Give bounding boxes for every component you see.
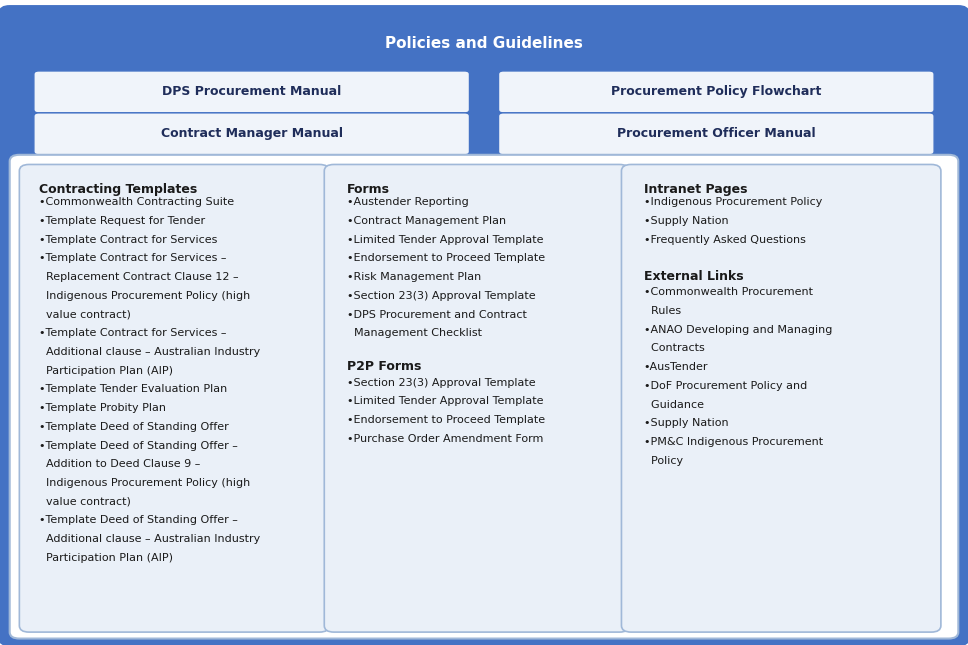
FancyBboxPatch shape xyxy=(19,164,329,632)
Text: •DPS Procurement and Contract: •DPS Procurement and Contract xyxy=(347,310,527,320)
Text: Procurement Policy Flowchart: Procurement Policy Flowchart xyxy=(611,85,822,99)
Text: P2P Forms: P2P Forms xyxy=(347,360,421,373)
Text: •Template Probity Plan: •Template Probity Plan xyxy=(39,403,166,413)
Text: Guidance: Guidance xyxy=(644,400,704,410)
Text: DPS Procurement Manual: DPS Procurement Manual xyxy=(162,85,342,99)
Text: Indigenous Procurement Policy (high: Indigenous Procurement Policy (high xyxy=(39,478,250,488)
Text: Additional clause – Australian Industry: Additional clause – Australian Industry xyxy=(39,534,260,544)
FancyBboxPatch shape xyxy=(15,19,953,71)
Text: Intranet Pages: Intranet Pages xyxy=(644,183,747,196)
Text: External Links: External Links xyxy=(644,270,743,283)
Text: •Template Deed of Standing Offer –: •Template Deed of Standing Offer – xyxy=(39,515,237,526)
Text: •Limited Tender Approval Template: •Limited Tender Approval Template xyxy=(347,235,543,245)
Text: •Endorsement to Proceed Template: •Endorsement to Proceed Template xyxy=(347,415,545,425)
Text: Contracting Templates: Contracting Templates xyxy=(39,183,197,196)
FancyBboxPatch shape xyxy=(34,71,469,113)
Text: •Template Deed of Standing Offer –: •Template Deed of Standing Offer – xyxy=(39,441,237,451)
Text: value contract): value contract) xyxy=(39,310,131,320)
Text: •Commonwealth Procurement: •Commonwealth Procurement xyxy=(644,288,813,297)
Text: •DoF Procurement Policy and: •DoF Procurement Policy and xyxy=(644,381,807,391)
Text: •Template Tender Evaluation Plan: •Template Tender Evaluation Plan xyxy=(39,384,227,395)
FancyBboxPatch shape xyxy=(0,6,968,645)
Text: •Contract Management Plan: •Contract Management Plan xyxy=(347,216,505,226)
Text: •Commonwealth Contracting Suite: •Commonwealth Contracting Suite xyxy=(39,197,234,208)
Text: •Risk Management Plan: •Risk Management Plan xyxy=(347,272,481,283)
Text: •Supply Nation: •Supply Nation xyxy=(644,216,728,226)
FancyBboxPatch shape xyxy=(324,164,629,632)
Text: •Frequently Asked Questions: •Frequently Asked Questions xyxy=(644,235,805,245)
Text: Rules: Rules xyxy=(644,306,681,316)
FancyBboxPatch shape xyxy=(499,113,934,155)
Text: •Indigenous Procurement Policy: •Indigenous Procurement Policy xyxy=(644,197,822,208)
Text: Additional clause – Australian Industry: Additional clause – Australian Industry xyxy=(39,347,260,357)
Text: •Template Contract for Services: •Template Contract for Services xyxy=(39,235,217,245)
Text: •ANAO Developing and Managing: •ANAO Developing and Managing xyxy=(644,325,832,335)
Text: •Template Contract for Services –: •Template Contract for Services – xyxy=(39,253,227,264)
Text: value contract): value contract) xyxy=(39,497,131,507)
Text: Contract Manager Manual: Contract Manager Manual xyxy=(161,127,343,141)
Text: Management Checklist: Management Checklist xyxy=(347,328,481,339)
Text: •Austender Reporting: •Austender Reporting xyxy=(347,197,469,208)
Text: •Template Contract for Services –: •Template Contract for Services – xyxy=(39,328,227,339)
Text: •Section 23(3) Approval Template: •Section 23(3) Approval Template xyxy=(347,378,535,388)
Text: Addition to Deed Clause 9 –: Addition to Deed Clause 9 – xyxy=(39,459,200,470)
FancyBboxPatch shape xyxy=(10,155,958,639)
Text: •Limited Tender Approval Template: •Limited Tender Approval Template xyxy=(347,397,543,406)
FancyBboxPatch shape xyxy=(34,113,469,155)
FancyBboxPatch shape xyxy=(499,71,934,113)
Text: Participation Plan (AIP): Participation Plan (AIP) xyxy=(39,366,172,376)
Text: Participation Plan (AIP): Participation Plan (AIP) xyxy=(39,553,172,563)
Text: •PM&C Indigenous Procurement: •PM&C Indigenous Procurement xyxy=(644,437,823,447)
Text: Contracts: Contracts xyxy=(644,344,705,353)
Text: •Purchase Order Amendment Form: •Purchase Order Amendment Form xyxy=(347,434,543,444)
Text: Indigenous Procurement Policy (high: Indigenous Procurement Policy (high xyxy=(39,291,250,301)
Text: Replacement Contract Clause 12 –: Replacement Contract Clause 12 – xyxy=(39,272,238,283)
Text: •AusTender: •AusTender xyxy=(644,362,709,372)
Text: Procurement Officer Manual: Procurement Officer Manual xyxy=(617,127,816,141)
Text: •Section 23(3) Approval Template: •Section 23(3) Approval Template xyxy=(347,291,535,301)
Text: Forms: Forms xyxy=(347,183,389,196)
FancyBboxPatch shape xyxy=(621,164,941,632)
Text: •Template Deed of Standing Offer: •Template Deed of Standing Offer xyxy=(39,422,228,432)
Text: •Endorsement to Proceed Template: •Endorsement to Proceed Template xyxy=(347,253,545,264)
Text: •Supply Nation: •Supply Nation xyxy=(644,419,728,428)
Text: Policies and Guidelines: Policies and Guidelines xyxy=(385,36,583,52)
Text: •Template Request for Tender: •Template Request for Tender xyxy=(39,216,205,226)
Text: Policy: Policy xyxy=(644,456,682,466)
